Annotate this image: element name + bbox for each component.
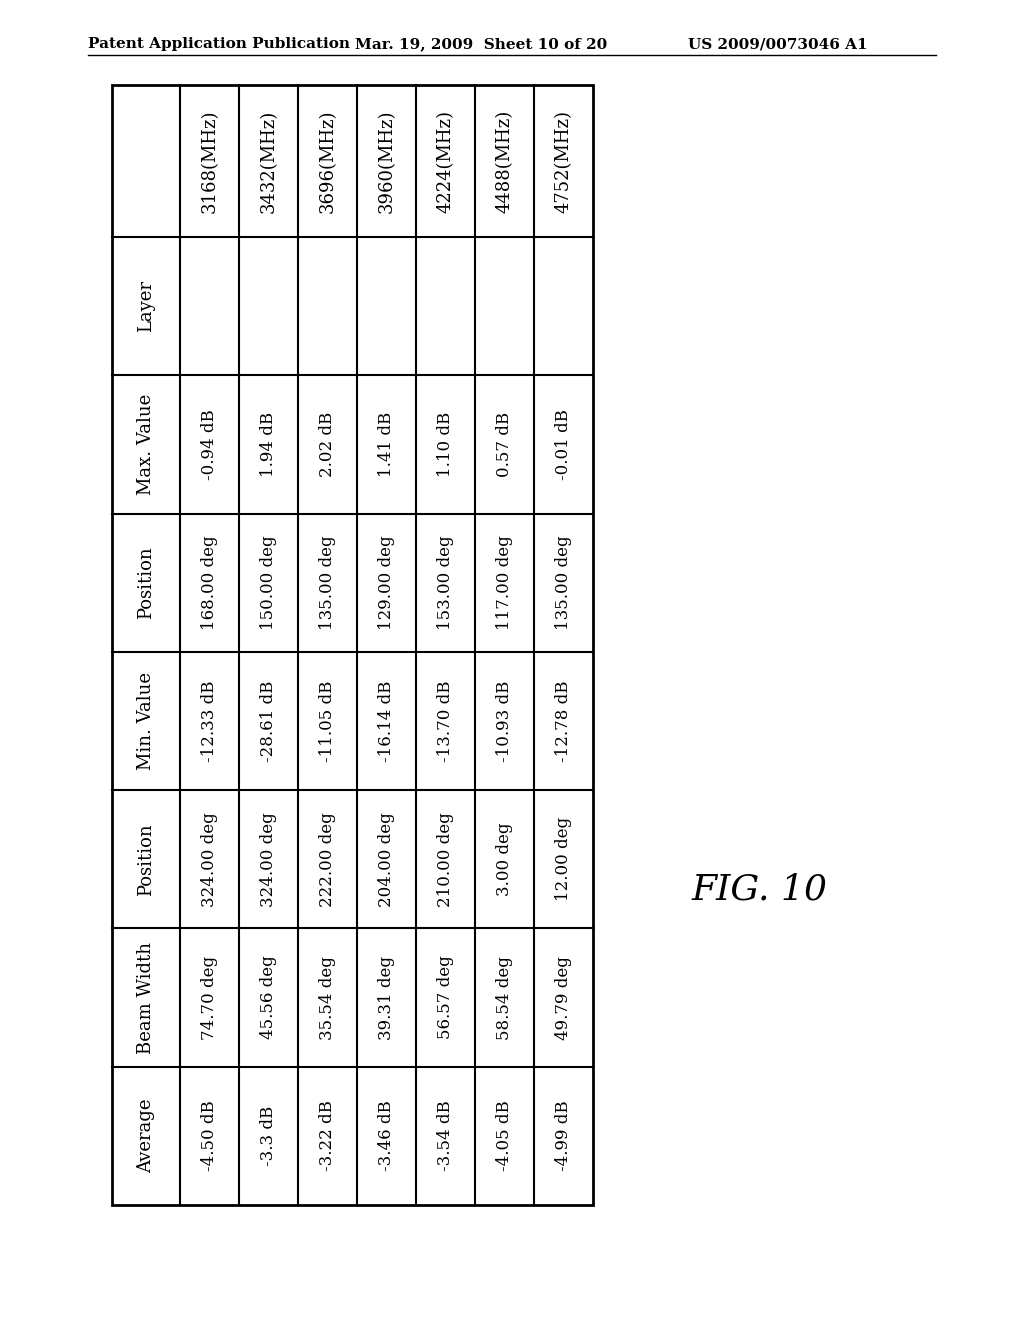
Text: 39.31 deg: 39.31 deg bbox=[378, 956, 395, 1040]
Text: -3.46 dB: -3.46 dB bbox=[378, 1101, 395, 1171]
Text: -11.05 dB: -11.05 dB bbox=[318, 680, 336, 762]
Text: -4.99 dB: -4.99 dB bbox=[555, 1101, 572, 1171]
Text: 2.02 dB: 2.02 dB bbox=[318, 412, 336, 477]
Text: 3168(MHz): 3168(MHz) bbox=[201, 110, 218, 213]
Text: 4752(MHz): 4752(MHz) bbox=[554, 110, 572, 213]
Text: US 2009/0073046 A1: US 2009/0073046 A1 bbox=[688, 37, 867, 51]
Bar bbox=[112, 84, 593, 1205]
Text: -4.05 dB: -4.05 dB bbox=[496, 1101, 513, 1171]
Text: 168.00 deg: 168.00 deg bbox=[201, 536, 218, 630]
Text: 12.00 deg: 12.00 deg bbox=[555, 817, 572, 902]
Text: 3432(MHz): 3432(MHz) bbox=[259, 110, 278, 213]
Text: FIG. 10: FIG. 10 bbox=[692, 873, 828, 907]
Text: Mar. 19, 2009  Sheet 10 of 20: Mar. 19, 2009 Sheet 10 of 20 bbox=[355, 37, 607, 51]
Text: 135.00 deg: 135.00 deg bbox=[318, 536, 336, 630]
Text: 210.00 deg: 210.00 deg bbox=[437, 812, 454, 907]
Text: 1.10 dB: 1.10 dB bbox=[437, 412, 454, 477]
Text: Position: Position bbox=[137, 822, 155, 896]
Text: -12.78 dB: -12.78 dB bbox=[555, 680, 572, 762]
Text: 49.79 deg: 49.79 deg bbox=[555, 956, 572, 1040]
Text: -0.94 dB: -0.94 dB bbox=[201, 409, 218, 480]
Text: Position: Position bbox=[137, 546, 155, 619]
Text: Min. Value: Min. Value bbox=[137, 672, 155, 770]
Text: -3.54 dB: -3.54 dB bbox=[437, 1101, 454, 1171]
Text: Beam Width: Beam Width bbox=[137, 941, 155, 1053]
Text: 1.41 dB: 1.41 dB bbox=[378, 412, 395, 477]
Text: 324.00 deg: 324.00 deg bbox=[201, 812, 218, 907]
Text: 45.56 deg: 45.56 deg bbox=[260, 956, 276, 1039]
Text: -3.22 dB: -3.22 dB bbox=[318, 1101, 336, 1171]
Text: 222.00 deg: 222.00 deg bbox=[318, 812, 336, 907]
Text: 56.57 deg: 56.57 deg bbox=[437, 956, 454, 1039]
Text: 204.00 deg: 204.00 deg bbox=[378, 812, 395, 907]
Text: 0.57 dB: 0.57 dB bbox=[496, 412, 513, 477]
Text: 324.00 deg: 324.00 deg bbox=[260, 812, 276, 907]
Text: 35.54 deg: 35.54 deg bbox=[318, 956, 336, 1040]
Text: 3696(MHz): 3696(MHz) bbox=[318, 110, 337, 213]
Text: 3960(MHz): 3960(MHz) bbox=[378, 110, 395, 213]
Text: 3.00 deg: 3.00 deg bbox=[496, 822, 513, 896]
Text: -0.01 dB: -0.01 dB bbox=[555, 409, 572, 480]
Text: 150.00 deg: 150.00 deg bbox=[260, 536, 276, 630]
Text: 74.70 deg: 74.70 deg bbox=[201, 956, 218, 1040]
Text: 58.54 deg: 58.54 deg bbox=[496, 956, 513, 1040]
Text: 117.00 deg: 117.00 deg bbox=[496, 536, 513, 630]
Text: Max. Value: Max. Value bbox=[137, 393, 155, 495]
Text: -10.93 dB: -10.93 dB bbox=[496, 680, 513, 762]
Text: -16.14 dB: -16.14 dB bbox=[378, 680, 395, 762]
Text: Average: Average bbox=[137, 1098, 155, 1173]
Text: -13.70 dB: -13.70 dB bbox=[437, 680, 454, 762]
Text: 135.00 deg: 135.00 deg bbox=[555, 536, 572, 630]
Text: 153.00 deg: 153.00 deg bbox=[437, 536, 454, 630]
Text: -12.33 dB: -12.33 dB bbox=[201, 680, 218, 762]
Text: 129.00 deg: 129.00 deg bbox=[378, 536, 395, 630]
Text: -3.3 dB: -3.3 dB bbox=[260, 1106, 276, 1166]
Text: 1.94 dB: 1.94 dB bbox=[260, 412, 276, 477]
Text: -28.61 dB: -28.61 dB bbox=[260, 680, 276, 762]
Text: 4224(MHz): 4224(MHz) bbox=[436, 110, 455, 213]
Text: Layer: Layer bbox=[137, 280, 155, 333]
Text: 4488(MHz): 4488(MHz) bbox=[496, 110, 513, 213]
Text: Patent Application Publication: Patent Application Publication bbox=[88, 37, 350, 51]
Text: -4.50 dB: -4.50 dB bbox=[201, 1101, 218, 1171]
